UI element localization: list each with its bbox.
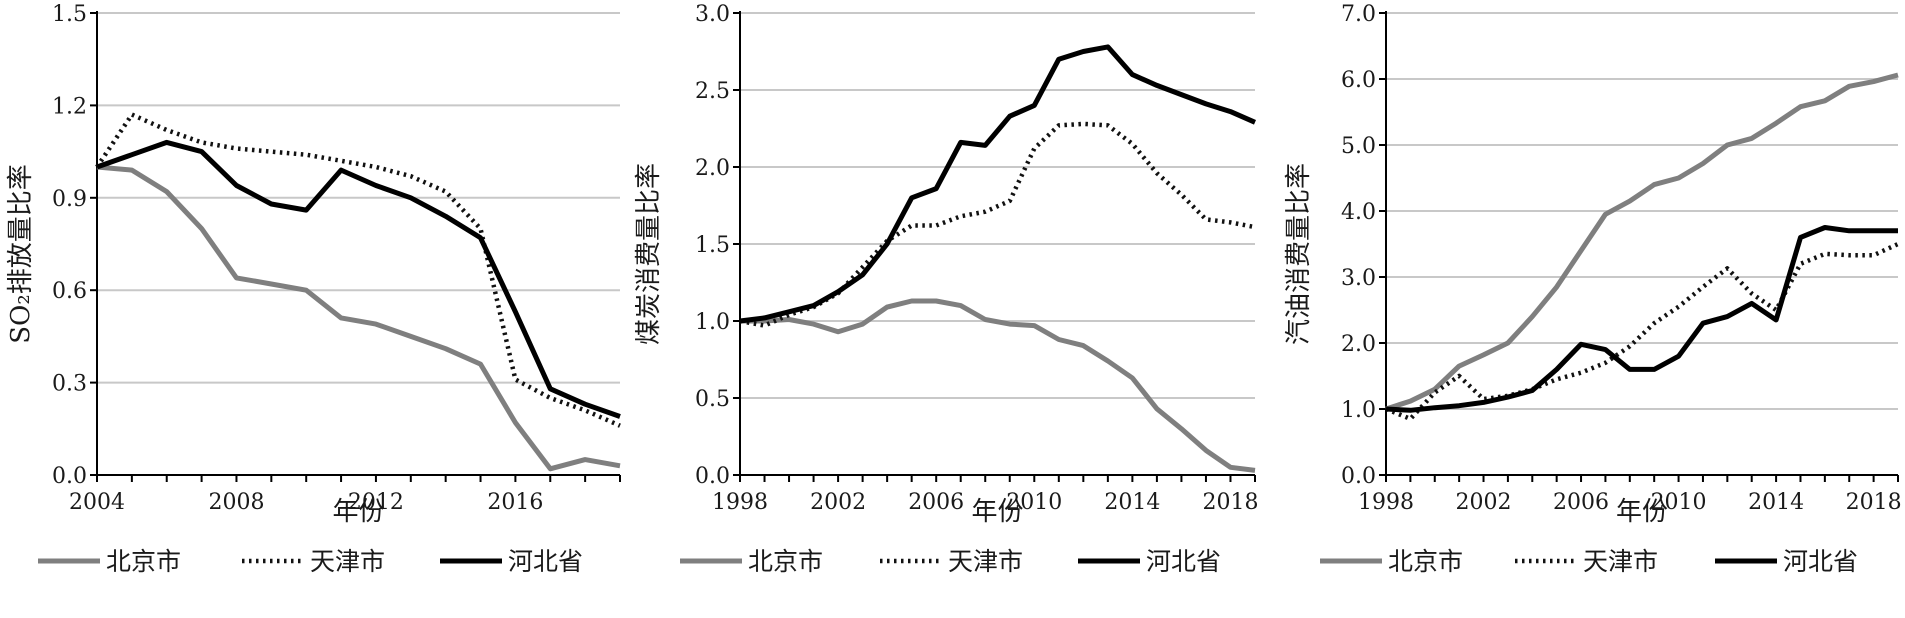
legend-label: 天津市 xyxy=(310,547,385,576)
series-line-3 xyxy=(96,139,621,419)
y-tick-label: 3.0 xyxy=(1341,266,1376,291)
x-axis-title: 年份 xyxy=(971,497,1023,527)
series-line-1 xyxy=(740,298,1256,473)
chart-panel-1: 0.0 0.3 0.6 0.9 1.2 1.5 2004 2008 2012 2016 年份 SO₂排… xyxy=(6,2,621,576)
y-tick-label: 1.0 xyxy=(695,310,730,335)
y-tick-label: 5.0 xyxy=(1341,134,1376,159)
legend: 北京市 天津市 河北省 xyxy=(1320,547,1858,576)
series-line-2 xyxy=(95,112,621,428)
legend-label: 天津市 xyxy=(948,547,1023,576)
x-tick-label: 2018 xyxy=(1846,490,1902,515)
x-tick-label: 2002 xyxy=(1456,490,1512,515)
x-axis-title: 年份 xyxy=(332,497,384,527)
chart-panel-2: 0.0 0.5 1.0 1.5 2.0 2.5 3.0 1998 2002 2006 2010 201… xyxy=(634,2,1258,576)
legend-label: 北京市 xyxy=(106,547,181,576)
x-tick-label: 2002 xyxy=(810,490,866,515)
legend-label: 北京市 xyxy=(1388,547,1463,576)
legend: 北京市 天津市 河北省 xyxy=(680,547,1221,576)
x-tick-label: 2010 xyxy=(1006,490,1062,515)
x-tick-label: 2004 xyxy=(69,490,125,515)
y-tick-label: 0.0 xyxy=(1341,464,1376,489)
x-axis-title: 年份 xyxy=(1616,497,1668,527)
y-tick-label: 0.0 xyxy=(52,464,87,489)
series-line-2 xyxy=(1385,241,1899,422)
y-tick-label: 2.0 xyxy=(695,156,730,181)
y-tick-label: 0.9 xyxy=(52,187,87,212)
y-tick-label: 7.0 xyxy=(1341,2,1376,27)
series-line-3 xyxy=(1385,225,1898,413)
series-line-2 xyxy=(739,121,1256,328)
y-tick-label: 0.3 xyxy=(52,372,87,397)
x-tick-label: 2018 xyxy=(1202,490,1258,515)
x-tick-label: 2010 xyxy=(1651,490,1707,515)
series-line-3 xyxy=(739,44,1257,324)
x-tick-label: 2006 xyxy=(908,490,964,515)
y-tick-label: 1.2 xyxy=(52,94,87,119)
chart-panel-3: 0.0 1.0 2.0 3.0 4.0 5.0 6.0 7.0 1998 2002 2006 2010… xyxy=(1284,2,1902,576)
y-tick-label: 3.0 xyxy=(695,2,730,27)
y-axis-title: SO₂排放量比率 xyxy=(6,164,36,344)
legend-label: 北京市 xyxy=(748,547,823,576)
x-tick-label: 2008 xyxy=(208,490,264,515)
legend: 北京市 天津市 河北省 xyxy=(38,547,583,576)
legend-label: 天津市 xyxy=(1583,547,1658,576)
x-tick-label: 2014 xyxy=(1104,490,1160,515)
x-tick-label: 1998 xyxy=(1358,490,1414,515)
y-axis-title: 汽油消费量比率 xyxy=(1284,163,1314,345)
x-tick-label: 1998 xyxy=(712,490,768,515)
y-tick-label: 0.5 xyxy=(695,387,730,412)
legend-label: 河北省 xyxy=(508,547,583,576)
y-tick-label: 2.5 xyxy=(695,79,730,104)
legend-label: 河北省 xyxy=(1146,547,1221,576)
y-tick-label: 1.5 xyxy=(695,233,730,258)
y-tick-label: 6.0 xyxy=(1341,68,1376,93)
y-tick-label: 0.0 xyxy=(695,464,730,489)
legend-label: 河北省 xyxy=(1783,547,1858,576)
x-tick-label: 2012 xyxy=(348,490,404,515)
y-tick-label: 1.0 xyxy=(1341,398,1376,423)
y-axis-title: 煤炭消费量比率 xyxy=(634,163,664,345)
y-tick-label: 2.0 xyxy=(1341,332,1376,357)
x-tick-label: 2014 xyxy=(1748,490,1804,515)
x-tick-label: 2016 xyxy=(487,490,543,515)
y-tick-label: 0.6 xyxy=(52,279,87,304)
y-tick-label: 4.0 xyxy=(1341,200,1376,225)
x-tick-label: 2006 xyxy=(1553,490,1609,515)
series-line-1 xyxy=(1385,72,1899,412)
y-tick-label: 1.5 xyxy=(52,2,87,27)
series-line-1 xyxy=(96,164,621,472)
